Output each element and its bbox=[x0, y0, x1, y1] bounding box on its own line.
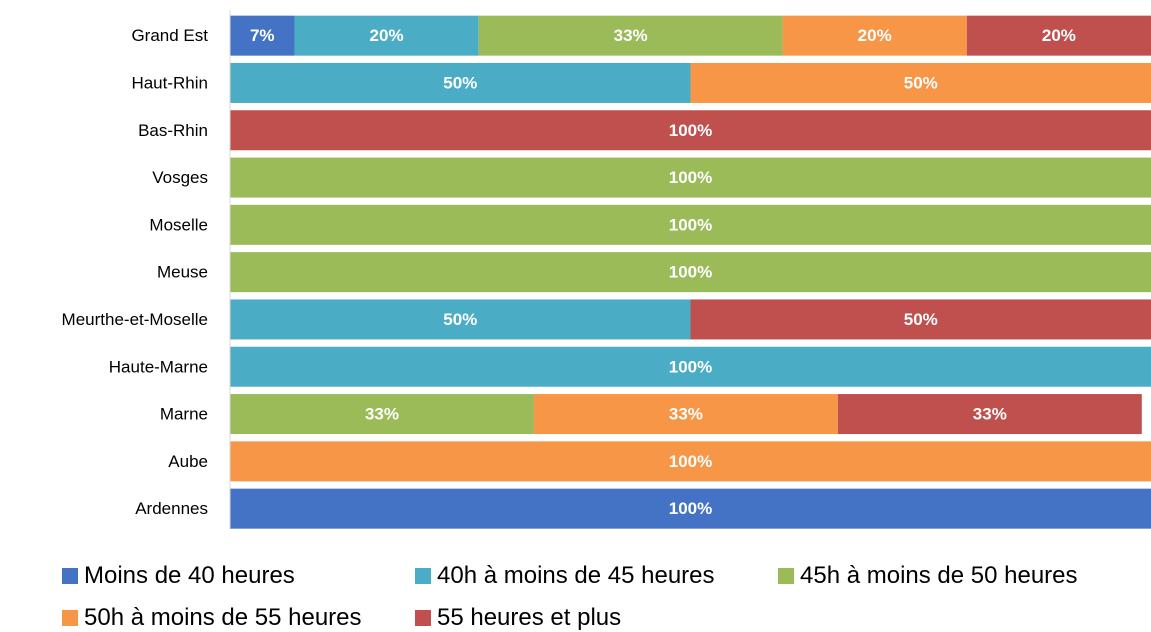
bar-segment bbox=[230, 62, 691, 103]
stacked-bar-chart: Grand Est 7% 20% 33% 20% 20% Haut-Rhin 50% 50% Ba… bbox=[62, 10, 1151, 529]
data-label: 50% bbox=[443, 73, 477, 92]
data-label: 20% bbox=[370, 26, 404, 45]
data-label: 33% bbox=[614, 26, 648, 45]
category-label: Moselle bbox=[149, 215, 208, 234]
legend-label: 40h à moins de 45 heures bbox=[437, 562, 715, 589]
data-label: 33% bbox=[365, 405, 399, 424]
bar-segment bbox=[230, 299, 691, 340]
bar-segment bbox=[478, 15, 783, 56]
legend-item-55-plus: 55 heures et plus bbox=[415, 604, 621, 632]
data-label: 50% bbox=[443, 310, 477, 329]
data-label: 100% bbox=[669, 357, 712, 376]
bar-segment bbox=[966, 15, 1151, 56]
bar-segment bbox=[533, 394, 838, 435]
legend-item-moins-40: Moins de 40 heures bbox=[62, 562, 295, 590]
bar-segment bbox=[230, 204, 1151, 245]
data-label: 33% bbox=[669, 405, 703, 424]
legend-label: 50h à moins de 55 heures bbox=[84, 604, 362, 631]
bar-segment bbox=[294, 15, 479, 56]
bar-segment bbox=[230, 488, 1151, 529]
bar-segment bbox=[690, 299, 1151, 340]
bar-segment bbox=[782, 15, 967, 56]
category-label: Meuse bbox=[157, 263, 208, 282]
category-label: Vosges bbox=[152, 168, 208, 187]
legend-swatch bbox=[62, 610, 78, 626]
bar-segment bbox=[230, 441, 1151, 482]
data-label: 100% bbox=[669, 215, 712, 234]
bar-segment bbox=[230, 252, 1151, 293]
data-label: 20% bbox=[858, 26, 892, 45]
category-label: Meurthe-et-Moselle bbox=[62, 310, 208, 329]
labels-layer: Grand Est 7% 20% 33% 20% 20% Haut-Rhin 50% 50% Ba… bbox=[62, 26, 1076, 518]
data-label: 100% bbox=[669, 499, 712, 518]
bar-segment bbox=[230, 346, 1151, 387]
data-label: 100% bbox=[669, 263, 712, 282]
data-label: 100% bbox=[669, 168, 712, 187]
data-label: 50% bbox=[904, 73, 938, 92]
legend-label: Moins de 40 heures bbox=[84, 562, 295, 589]
category-label: Haute-Marne bbox=[109, 357, 208, 376]
legend-item-50-55: 50h à moins de 55 heures bbox=[62, 604, 362, 632]
category-label: Grand Est bbox=[131, 26, 208, 45]
data-label: 50% bbox=[904, 310, 938, 329]
data-label: 100% bbox=[669, 452, 712, 471]
legend-label: 55 heures et plus bbox=[437, 604, 622, 631]
bar-segment bbox=[837, 394, 1142, 435]
data-label: 33% bbox=[973, 405, 1007, 424]
bars-layer bbox=[230, 15, 1151, 529]
legend: Moins de 40 heures 40h à moins de 45 heu… bbox=[0, 560, 1151, 632]
legend-swatch bbox=[415, 568, 431, 584]
data-label: 20% bbox=[1042, 26, 1076, 45]
legend-swatch bbox=[415, 610, 431, 626]
bar-segment bbox=[230, 394, 534, 435]
legend-item-45-50: 45h à moins de 50 heures bbox=[778, 562, 1078, 590]
legend-swatch bbox=[778, 568, 794, 584]
bar-segment bbox=[690, 62, 1151, 103]
category-label: Ardennes bbox=[135, 499, 208, 518]
category-label: Bas-Rhin bbox=[138, 121, 208, 140]
category-label: Haut-Rhin bbox=[131, 73, 208, 92]
category-label: Marne bbox=[160, 405, 208, 424]
bar-segment bbox=[230, 15, 295, 56]
legend-label: 45h à moins de 50 heures bbox=[800, 562, 1078, 589]
data-label: 7% bbox=[250, 26, 275, 45]
category-label: Aube bbox=[168, 452, 208, 471]
bar-segment bbox=[230, 157, 1151, 198]
data-label: 100% bbox=[669, 121, 712, 140]
bar-segment bbox=[230, 110, 1151, 151]
legend-item-40-45: 40h à moins de 45 heures bbox=[415, 562, 715, 590]
legend-swatch bbox=[62, 568, 78, 584]
